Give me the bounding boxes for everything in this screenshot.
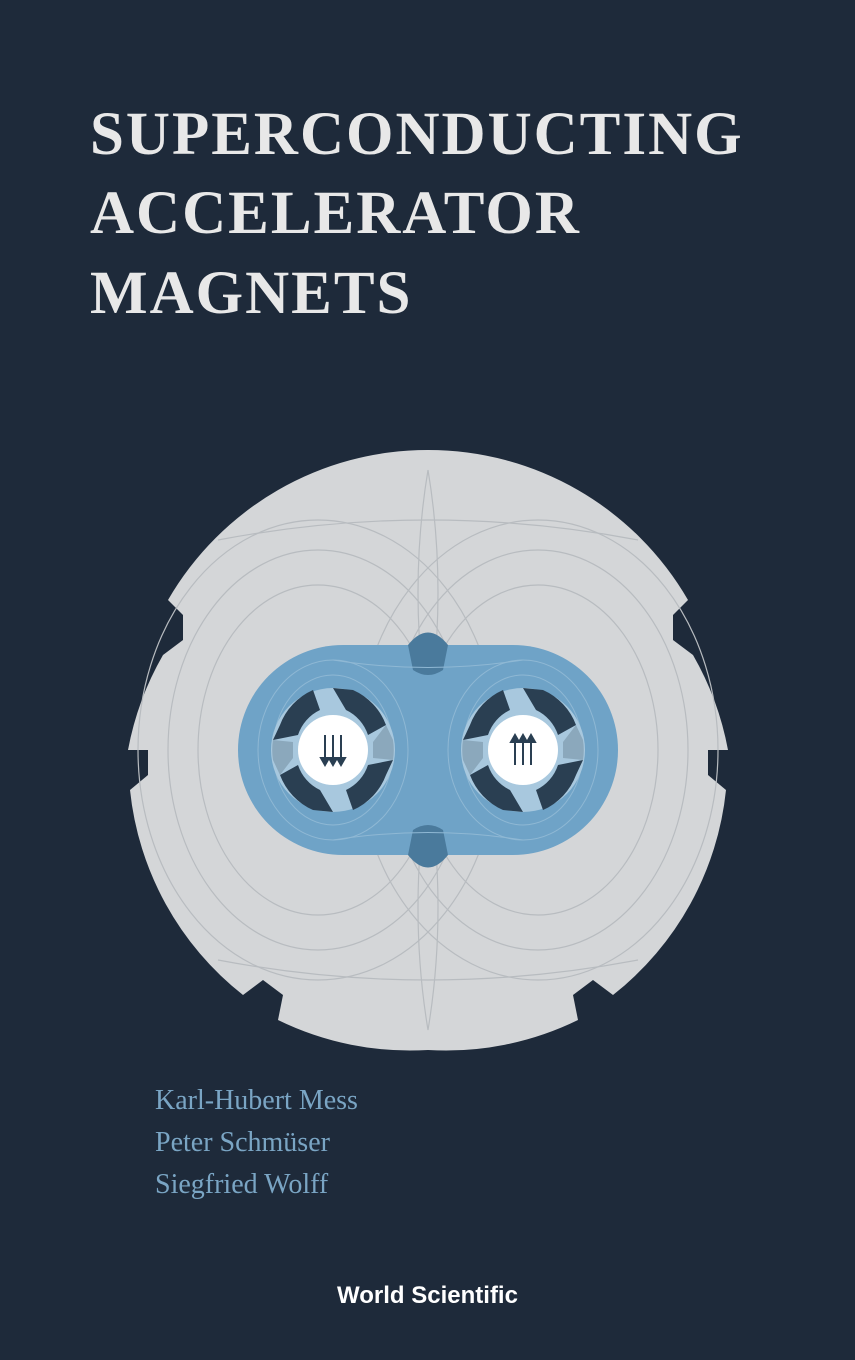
book-title: SUPERCONDUCTING ACCELERATOR MAGNETS <box>90 95 744 333</box>
author-2: Peter Schmüser <box>155 1122 358 1164</box>
title-line-3: MAGNETS <box>90 254 744 333</box>
publisher: World Scientific <box>0 1282 855 1310</box>
magnet-cross-section-svg <box>118 440 738 1060</box>
title-line-2: ACCELERATOR <box>90 174 744 253</box>
right-bore-assembly <box>461 688 585 812</box>
title-line-1: SUPERCONDUCTING <box>90 95 744 174</box>
left-beam-arrows-down <box>321 735 345 765</box>
authors: Karl-Hubert Mess Peter Schmüser Siegfrie… <box>155 1080 358 1206</box>
left-bore-assembly <box>271 688 395 812</box>
magnet-diagram <box>118 440 738 1060</box>
author-3: Siegfried Wolff <box>155 1164 358 1206</box>
right-beam-arrows-up <box>511 735 535 765</box>
author-1: Karl-Hubert Mess <box>155 1080 358 1122</box>
